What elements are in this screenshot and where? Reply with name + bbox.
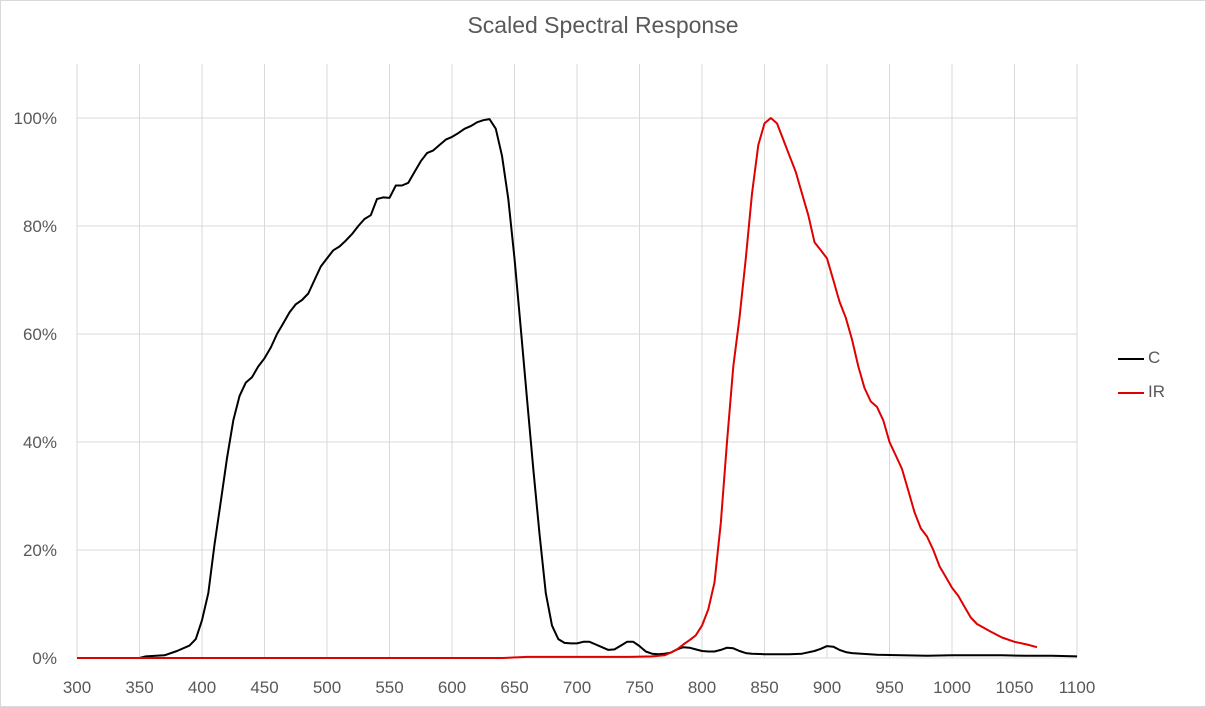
y-axis-ticks: 0% 20% 40% 60% 80% 100% <box>14 109 57 668</box>
legend-label-c: C <box>1148 348 1161 367</box>
series-line-c <box>77 118 1078 659</box>
x-tick-label: 650 <box>500 678 528 697</box>
x-tick-label: 400 <box>188 678 216 697</box>
x-tick-label: 550 <box>375 678 403 697</box>
x-tick-label: 1000 <box>933 678 971 697</box>
x-tick-label: 950 <box>875 678 903 697</box>
y-tick-label: 100% <box>14 109 57 128</box>
x-tick-label: 450 <box>250 678 278 697</box>
y-tick-label: 20% <box>23 541 57 560</box>
x-tick-label: 350 <box>125 678 153 697</box>
legend-swatch-c <box>1118 358 1144 360</box>
x-tick-label: 750 <box>625 678 653 697</box>
legend-item-c: C <box>1118 348 1198 382</box>
y-tick-label: 40% <box>23 433 57 452</box>
x-tick-label: 850 <box>750 678 778 697</box>
legend: C IR <box>1118 348 1198 416</box>
y-tick-label: 80% <box>23 217 57 236</box>
x-axis-ticks: 300 350 400 450 500 550 600 650 700 750 800 850 900 9… <box>63 678 1095 697</box>
legend-swatch-ir <box>1118 392 1144 394</box>
x-tick-label: 500 <box>313 678 341 697</box>
legend-item-ir: IR <box>1118 382 1198 416</box>
x-tick-label: 1100 <box>1059 678 1096 697</box>
y-tick-label: 60% <box>23 325 57 344</box>
series-lines <box>77 117 1078 659</box>
y-tick-label: 0% <box>32 649 57 668</box>
chart-title: Scaled Spectral Response <box>467 12 739 38</box>
series-line-ir <box>77 117 1038 659</box>
grid <box>76 64 1078 659</box>
x-tick-label: 600 <box>438 678 466 697</box>
x-tick-label: 300 <box>63 678 91 697</box>
x-tick-label: 900 <box>813 678 841 697</box>
x-tick-label: 1050 <box>996 678 1034 697</box>
x-tick-label: 700 <box>563 678 591 697</box>
x-tick-label: 800 <box>688 678 716 697</box>
legend-label-ir: IR <box>1148 382 1165 401</box>
